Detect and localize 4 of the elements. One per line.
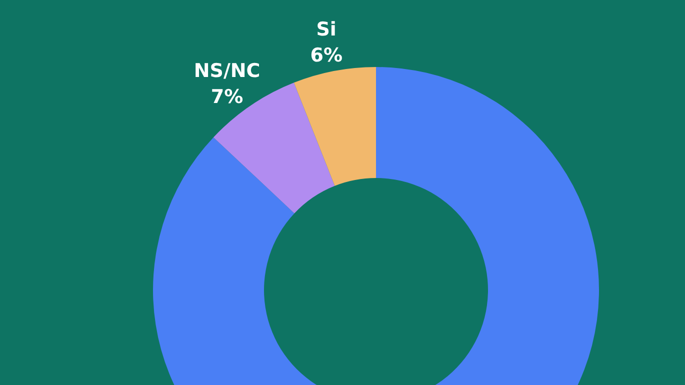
slice-label: NS/NC <box>194 60 260 82</box>
data-label: 7% <box>210 86 244 108</box>
data-label: 6% <box>310 44 342 67</box>
slice-label: Si <box>316 18 336 41</box>
